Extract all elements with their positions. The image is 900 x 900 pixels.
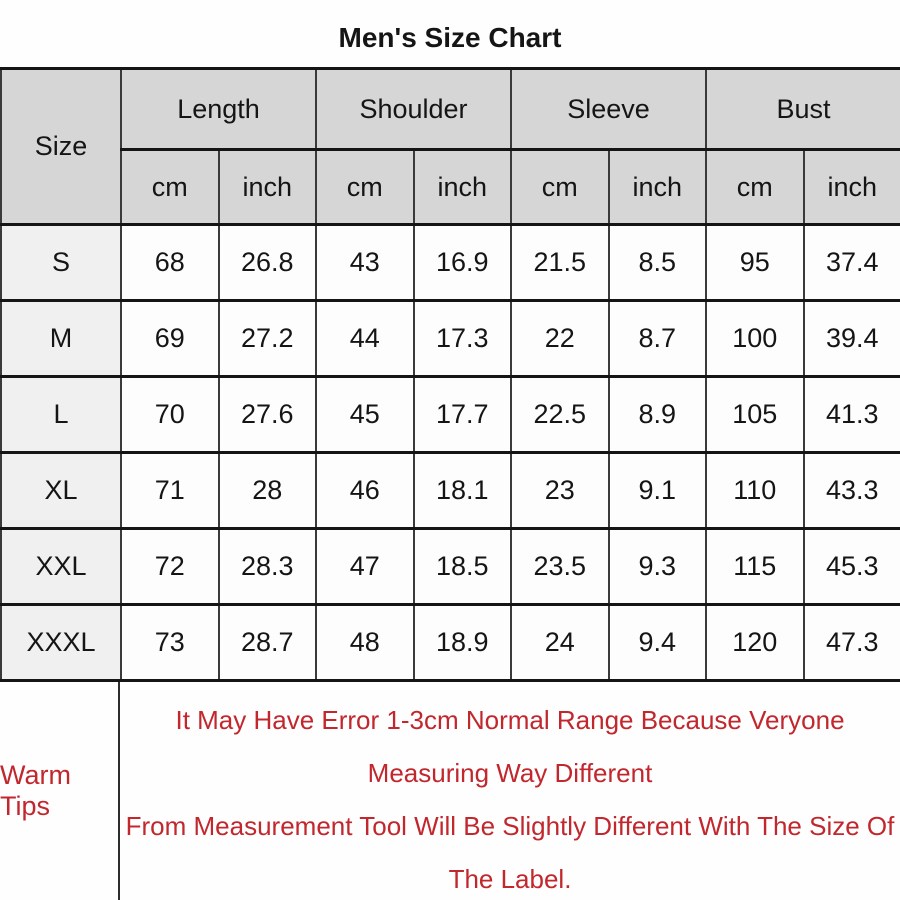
cell: 28.7 (217, 603, 317, 682)
subheader-length-inch: inch (217, 148, 317, 226)
subheader-sleeve-inch: inch (607, 148, 707, 226)
cell: 16.9 (412, 223, 512, 302)
cell: 18.9 (412, 603, 512, 682)
cell: 45.3 (802, 527, 900, 606)
page-title: Men's Size Chart (338, 22, 562, 53)
cell: 18.5 (412, 527, 512, 606)
cell: 9.1 (607, 451, 707, 530)
size-label: S (0, 223, 122, 302)
cell: 17.7 (412, 375, 512, 454)
cell: 95 (705, 223, 805, 302)
cell: 8.9 (607, 375, 707, 454)
cell: 8.7 (607, 299, 707, 378)
cell: 37.4 (802, 223, 900, 302)
cell: 73 (120, 603, 220, 682)
warm-tips-text: It May Have Error 1-3cm Normal Range Bec… (120, 682, 900, 900)
warm-tips-line-1: It May Have Error 1-3cm Normal Range Bec… (175, 705, 845, 788)
group-header-bust: Bust (705, 67, 900, 151)
cell: 43 (315, 223, 415, 302)
size-label: XXL (0, 527, 122, 606)
group-header-sleeve: Sleeve (510, 67, 707, 151)
corner-header-size: Size (0, 67, 122, 226)
cell: 27.6 (217, 375, 317, 454)
group-header-length: Length (120, 67, 317, 151)
subheader-shoulder-cm: cm (315, 148, 415, 226)
cell: 105 (705, 375, 805, 454)
cell: 41.3 (802, 375, 900, 454)
size-chart-table: Size Length Shoulder Sleeve Bust cm inch… (0, 67, 900, 682)
cell: 24 (510, 603, 610, 682)
cell: 23 (510, 451, 610, 530)
size-label: M (0, 299, 122, 378)
subheader-length-cm: cm (120, 148, 220, 226)
warm-tips-line-2: From Measurement Tool Will Be Slightly D… (125, 811, 895, 894)
cell: 46 (315, 451, 415, 530)
cell: 22 (510, 299, 610, 378)
cell: 44 (315, 299, 415, 378)
cell: 39.4 (802, 299, 900, 378)
subheader-bust-inch: inch (802, 148, 900, 226)
header-sub-row: cm inch cm inch cm inch cm inch (1, 148, 900, 226)
cell: 72 (120, 527, 220, 606)
cell: 47.3 (802, 603, 900, 682)
warm-tips-section: Warm Tips It May Have Error 1-3cm Normal… (0, 682, 900, 900)
cell: 69 (120, 299, 220, 378)
table-row-xl: XL 71 28 46 18.1 23 9.1 110 43.3 (0, 451, 900, 530)
cell: 17.3 (412, 299, 512, 378)
cell: 100 (705, 299, 805, 378)
cell: 45 (315, 375, 415, 454)
cell: 68 (120, 223, 220, 302)
cell: 26.8 (217, 223, 317, 302)
cell: 70 (120, 375, 220, 454)
table-row-m: M 69 27.2 44 17.3 22 8.7 100 39.4 (0, 299, 900, 378)
size-label: L (0, 375, 122, 454)
subheader-bust-cm: cm (705, 148, 805, 226)
cell: 18.1 (412, 451, 512, 530)
cell: 28.3 (217, 527, 317, 606)
cell: 43.3 (802, 451, 900, 530)
warm-tips-label: Warm Tips (0, 682, 120, 900)
cell: 48 (315, 603, 415, 682)
table-row-s: S 68 26.8 43 16.9 21.5 8.5 95 37.4 (0, 223, 900, 302)
header-group-row: Size Length Shoulder Sleeve Bust (0, 67, 900, 226)
table-row-xxxl: XXXL 73 28.7 48 18.9 24 9.4 120 47.3 (0, 603, 900, 682)
subheader-shoulder-inch: inch (412, 148, 512, 226)
size-label: XL (0, 451, 122, 530)
cell: 115 (705, 527, 805, 606)
cell: 47 (315, 527, 415, 606)
cell: 71 (120, 451, 220, 530)
subheader-sleeve-cm: cm (510, 148, 610, 226)
cell: 22.5 (510, 375, 610, 454)
cell: 8.5 (607, 223, 707, 302)
cell: 9.3 (607, 527, 707, 606)
cell: 27.2 (217, 299, 317, 378)
table-row-xxl: XXL 72 28.3 47 18.5 23.5 9.3 115 45.3 (0, 527, 900, 606)
group-header-shoulder: Shoulder (315, 67, 512, 151)
cell: 120 (705, 603, 805, 682)
cell: 110 (705, 451, 805, 530)
cell: 23.5 (510, 527, 610, 606)
cell: 28 (217, 451, 317, 530)
table-row-l: L 70 27.6 45 17.7 22.5 8.9 105 41.3 (0, 375, 900, 454)
cell: 9.4 (607, 603, 707, 682)
cell: 21.5 (510, 223, 610, 302)
size-label: XXXL (0, 603, 122, 682)
